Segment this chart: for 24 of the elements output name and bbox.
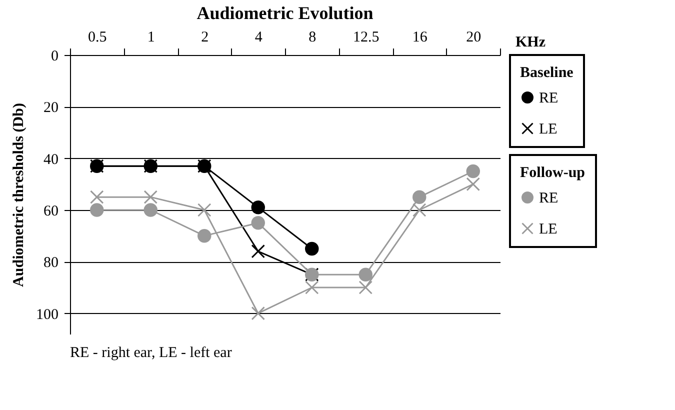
y-tick-label: 100 [36, 306, 58, 323]
legend-label: RE [539, 190, 558, 206]
x-tick-label: 12.5 [353, 30, 380, 46]
x-tick-label: 16 [412, 30, 428, 46]
x-tick-label: 8 [308, 30, 316, 46]
y-tick-label: 60 [44, 204, 58, 220]
legend-title: Baseline [520, 65, 574, 81]
text: Follow-up [520, 165, 586, 181]
y-tick-label: 40 [44, 152, 58, 168]
x-tick-label: 20 [466, 30, 482, 46]
x-tick-label: 0.5 [88, 30, 107, 46]
y-tick-label: 80 [44, 255, 58, 272]
legend-label: LE [539, 222, 558, 238]
y-axis-title: Audiometric thresholds (Db) [11, 103, 27, 287]
legend-label: LE [539, 122, 558, 138]
chart-title: Audiometric Evolution [196, 3, 374, 23]
x-tick-label: 1 [147, 30, 155, 46]
y-tick-label: 0 [51, 48, 58, 64]
text: RE - right ear, LE - left ear [70, 345, 232, 361]
y-tick-label: 20 [44, 100, 58, 116]
x-axis-title: KHz [516, 34, 546, 50]
x-tick-label: 2 [201, 30, 209, 46]
legend-label: RE [539, 90, 558, 106]
x-tick-label: 4 [254, 30, 263, 46]
